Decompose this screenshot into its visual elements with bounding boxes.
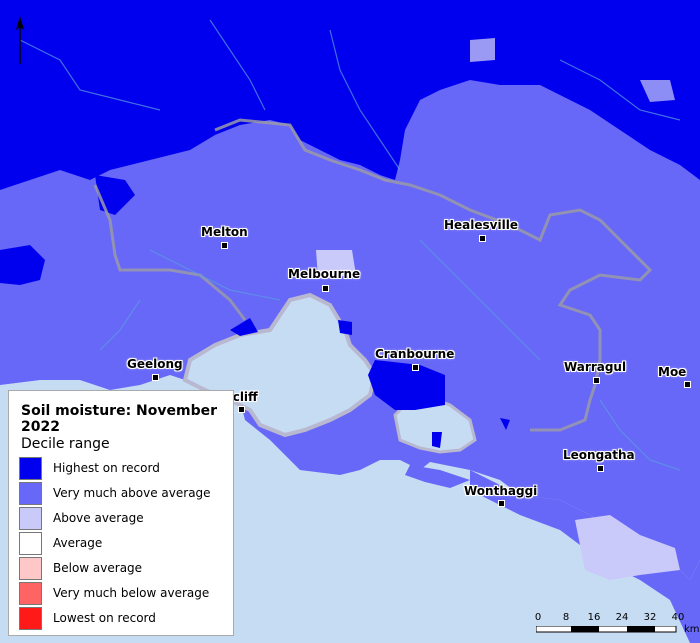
scale-tick: 0	[534, 612, 542, 623]
land-south-gippsland	[470, 470, 700, 643]
town-marker-moe	[684, 381, 691, 388]
legend-item: Lowest on record	[19, 607, 229, 631]
legend-swatch	[19, 557, 42, 580]
legend-item: Below average	[19, 557, 229, 581]
town-label-melbourne: Melbourne	[288, 267, 361, 281]
town-marker-geelong	[152, 374, 159, 381]
legend-label: Very much above average	[53, 486, 211, 500]
town-label-melton: Melton	[201, 225, 248, 239]
land-above-north-strip	[470, 38, 495, 62]
town-marker-melbourne	[322, 285, 329, 292]
town-label-leongatha: Leongatha	[563, 448, 635, 462]
legend-swatch	[19, 457, 42, 480]
north-arrow-icon	[16, 16, 24, 64]
town-label-cranbourne: Cranbourne	[375, 347, 455, 361]
land-above-north-right	[640, 80, 675, 102]
town-marker-wonthaggi	[498, 500, 505, 507]
legend-swatch	[19, 582, 42, 605]
legend-swatch	[19, 532, 42, 555]
legend-label: Average	[53, 536, 103, 550]
land-highest-small-d	[500, 418, 510, 430]
legend: Soil moisture: November 2022 Decile rang…	[8, 390, 234, 636]
land-highest-west	[0, 245, 45, 285]
legend-item: Very much below average	[19, 582, 229, 606]
legend-item: Average	[19, 532, 229, 556]
scale-bar-graphic	[536, 626, 677, 633]
land-highest-small-b	[338, 320, 352, 335]
scale-tick: 32	[643, 612, 657, 623]
scale-tick: 40	[671, 612, 685, 623]
town-label-healesville: Healesville	[444, 218, 518, 232]
town-marker-melton	[221, 242, 228, 249]
town-label-warragul: Warragul	[564, 360, 627, 374]
town-label-wonthaggi: Wonthaggi	[464, 484, 538, 498]
scale-tick: 8	[562, 612, 570, 623]
legend-title: Soil moisture: November 2022	[21, 403, 218, 435]
land-highest-cranbourne	[368, 360, 445, 410]
region-boundary	[93, 118, 653, 432]
town-marker-cranbourne	[412, 364, 419, 371]
legend-subtitle: Decile range	[21, 436, 110, 452]
legend-label: Lowest on record	[53, 611, 156, 625]
town-marker-queenscliff	[238, 406, 245, 413]
phillip-island	[405, 465, 470, 488]
town-marker-warragul	[593, 377, 600, 384]
town-label-moe: Moe	[658, 365, 687, 379]
scale-bar: 0 8 16 24 32 40 km	[534, 612, 700, 636]
land-highest-north	[0, 0, 700, 190]
town-label-geelong: Geelong	[127, 357, 183, 371]
scale-tick: 24	[615, 612, 629, 623]
land-highest-small-c	[432, 432, 442, 448]
land-above-melbourne	[316, 250, 356, 278]
town-marker-healesville	[479, 235, 486, 242]
legend-item: Above average	[19, 507, 229, 531]
scale-tick: 16	[587, 612, 601, 623]
rivers	[19, 19, 681, 471]
land-highest-small-a	[230, 318, 258, 336]
legend-label: Highest on record	[53, 461, 160, 475]
legend-swatch	[19, 507, 42, 530]
legend-label: Above average	[53, 511, 144, 525]
land-above-southeast	[575, 515, 680, 580]
scale-unit: km	[684, 624, 700, 635]
legend-item: Highest on record	[19, 457, 229, 481]
legend-label: Very much below average	[53, 586, 210, 600]
legend-swatch	[19, 482, 42, 505]
legend-item: Very much above average	[19, 482, 229, 506]
town-marker-leongatha	[597, 465, 604, 472]
legend-swatch	[19, 607, 42, 630]
legend-label: Below average	[53, 561, 143, 575]
